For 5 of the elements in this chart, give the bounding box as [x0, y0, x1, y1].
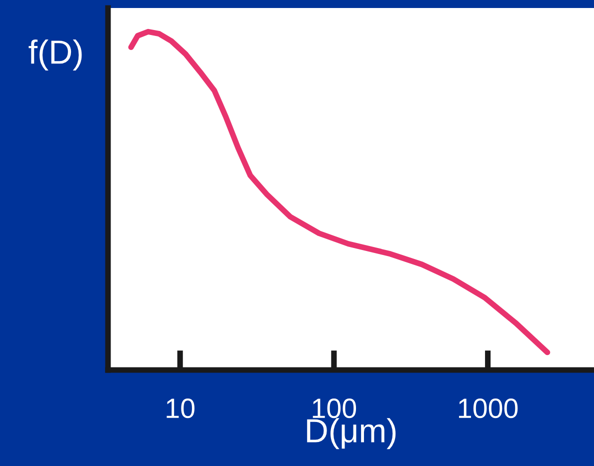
x-tick-label: 1000	[459, 398, 518, 418]
x-tick-label: 10	[166, 398, 194, 418]
x-axis-title: D(μm)	[307, 418, 396, 450]
y-axis-title: f(D)	[28, 39, 82, 71]
x-tick-label: 100	[312, 398, 356, 418]
